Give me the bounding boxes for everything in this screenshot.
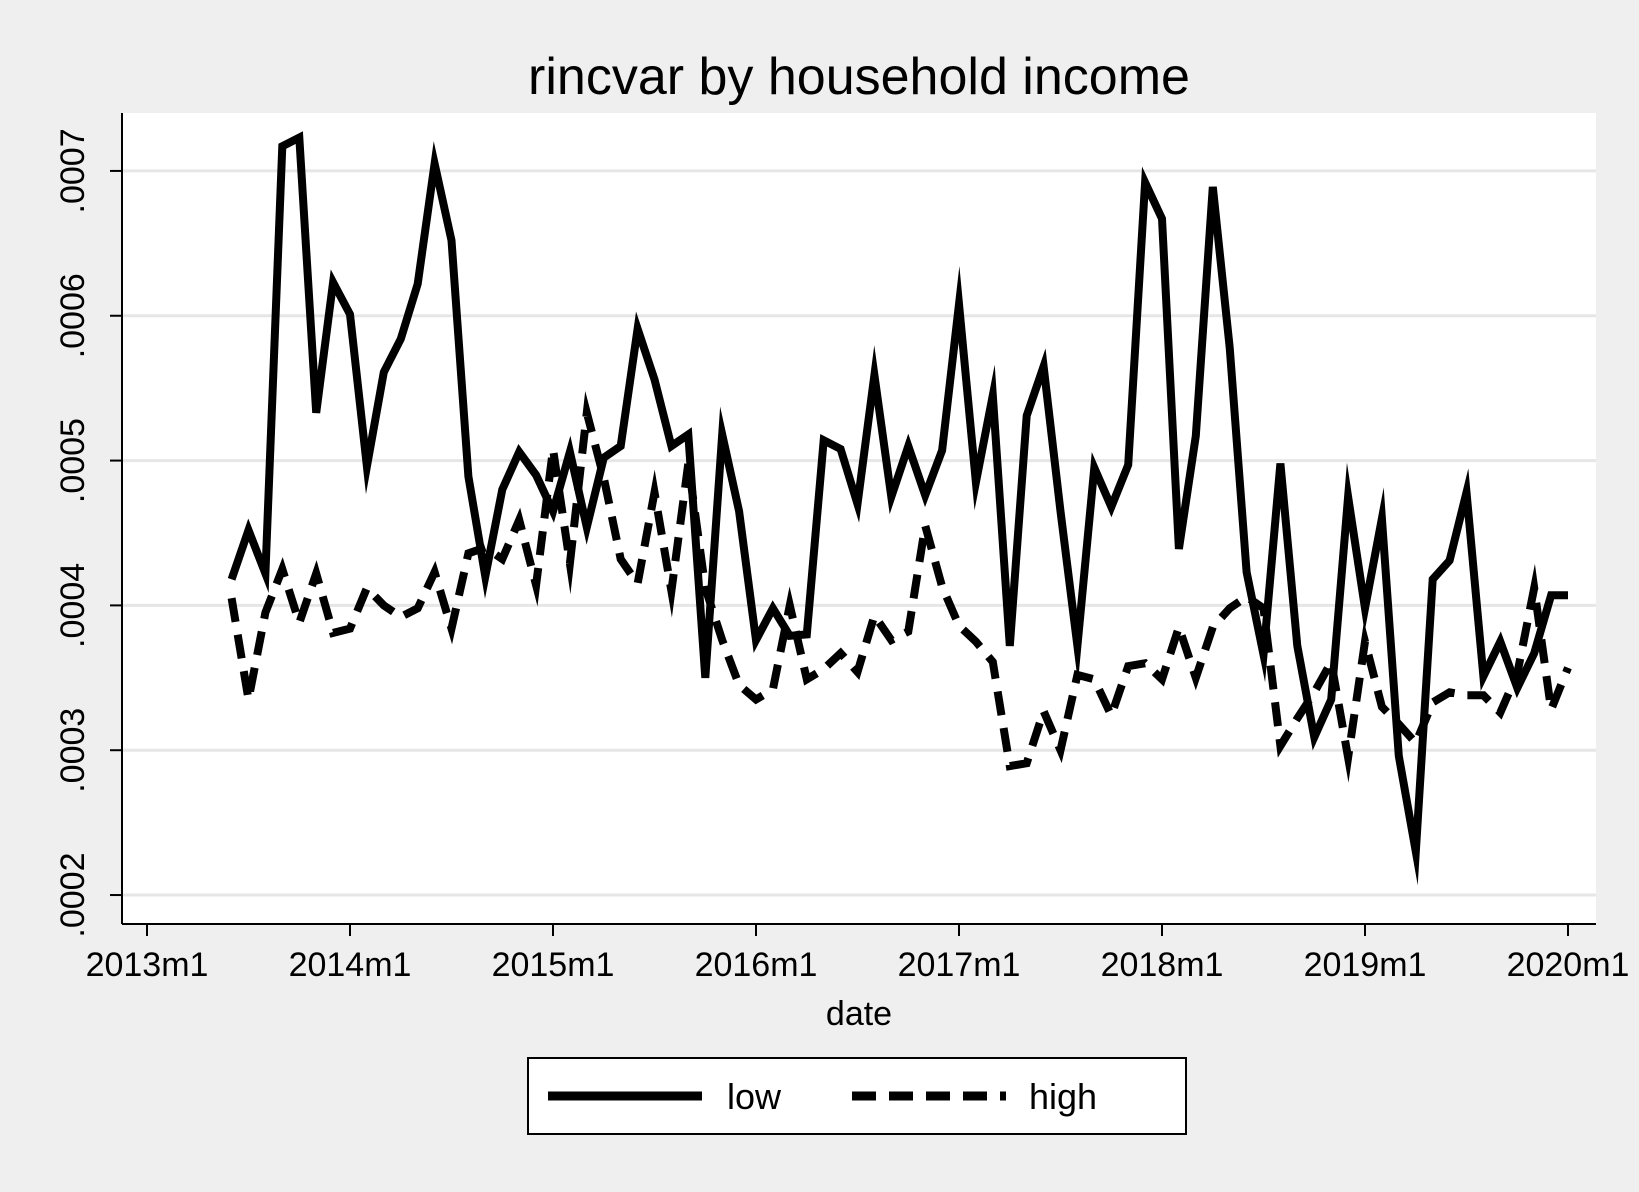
x-tick-label: 2015m1: [492, 946, 615, 984]
gridlines: [122, 169, 1596, 897]
x-tick-label: 2013m1: [86, 946, 209, 984]
y-tick-label: .0006: [54, 273, 92, 358]
x-axis-label: date: [826, 995, 892, 1033]
legend-label-low: low: [727, 1076, 782, 1117]
series-lines: [227, 131, 1572, 886]
legend-label-high: high: [1029, 1076, 1097, 1117]
series-line-low: [227, 131, 1568, 886]
y-tick-label: .0007: [54, 128, 92, 213]
axes: [121, 113, 1596, 925]
y-tick-label: .0004: [54, 563, 92, 648]
series-line-high: [227, 390, 1572, 783]
x-tick-label: 2016m1: [695, 946, 818, 984]
legend: low high: [527, 1057, 1187, 1135]
chart-title: rincvar by household income: [528, 48, 1190, 106]
x-tick-label: 2018m1: [1101, 946, 1224, 984]
x-tick-label: 2017m1: [898, 946, 1021, 984]
y-tick-label: .0002: [54, 852, 92, 937]
y-axis-ticks: .0002 .0003 .0004 .0005 .0006 .0007: [54, 128, 122, 938]
x-tick-label: 2020m1: [1507, 946, 1630, 984]
x-tick-label: 2019m1: [1304, 946, 1427, 984]
y-tick-label: .0003: [54, 708, 92, 793]
x-tick-label: 2014m1: [289, 946, 412, 984]
x-axis-ticks: 2013m1 2014m1 2015m1 2016m1 2017m1 2018m1 2019…: [86, 924, 1630, 984]
y-tick-label: .0005: [54, 418, 92, 503]
